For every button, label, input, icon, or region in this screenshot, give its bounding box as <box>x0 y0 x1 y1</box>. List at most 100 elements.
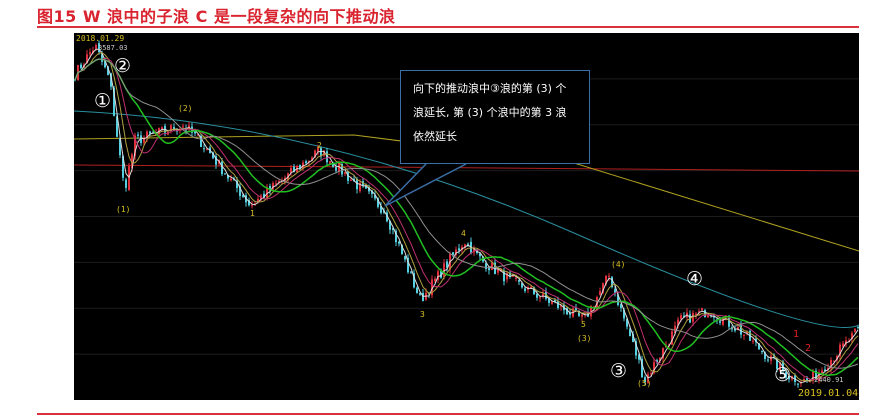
candle-down <box>416 287 418 294</box>
ma-120-cyan <box>74 110 859 328</box>
candle-up <box>662 347 664 359</box>
candle-down <box>113 87 115 116</box>
candle-up <box>455 249 457 255</box>
candle-down <box>119 137 121 156</box>
candle-down <box>806 378 808 381</box>
candle-down <box>368 187 370 192</box>
wave-5-label: ⑤ <box>774 364 792 386</box>
candle-down <box>263 193 265 198</box>
candle-down <box>242 194 244 198</box>
candle-down <box>548 298 550 303</box>
candle-down <box>554 300 556 302</box>
candle-down <box>110 73 112 87</box>
callout-line: 向下的推动浪中③浪的第 (3) 个 <box>413 82 567 95</box>
candle-up <box>701 308 703 311</box>
candle-up <box>674 325 676 334</box>
candle-down <box>392 228 394 231</box>
candle-up <box>473 248 475 253</box>
candle-up <box>608 275 610 277</box>
candle-up <box>431 279 433 296</box>
candle-up <box>170 125 172 131</box>
candle-down <box>719 321 721 323</box>
wave-2-label: ② <box>114 55 132 77</box>
candle-down <box>215 156 217 165</box>
minor-2-label: 2 <box>317 141 322 150</box>
candle-down <box>320 147 322 157</box>
candle-up <box>350 179 352 181</box>
wave-3-label: ③ <box>610 360 628 382</box>
chart-canvas <box>74 40 859 388</box>
candle-down <box>758 343 760 350</box>
candle-down <box>404 256 406 260</box>
candle-down <box>305 161 307 163</box>
candle-up <box>743 334 745 336</box>
candle-up <box>812 371 814 381</box>
candle-up <box>443 263 445 277</box>
candle-down <box>80 64 82 69</box>
candle-down <box>269 185 271 191</box>
candle-down <box>212 152 214 159</box>
candle-down <box>203 148 205 150</box>
candle-down <box>293 166 295 172</box>
rebound-1-label: 1 <box>793 329 800 340</box>
candle-down <box>173 127 175 131</box>
candle-down <box>332 162 334 167</box>
subwave-1-label: (1) <box>116 205 131 214</box>
candle-up <box>680 315 682 319</box>
candle-up <box>506 273 508 280</box>
candle-down <box>728 317 730 327</box>
candle-down <box>641 358 643 378</box>
candle-up <box>131 154 133 169</box>
ma-60 <box>74 58 859 369</box>
candle-up <box>671 331 673 345</box>
candle-down <box>776 358 778 369</box>
wave-1-label: ① <box>94 90 112 112</box>
candle-down <box>299 164 301 169</box>
candle-down <box>410 271 412 273</box>
candle-down <box>635 341 637 356</box>
candle-up <box>590 306 592 317</box>
candle-up <box>143 137 145 143</box>
candle-up <box>677 319 679 326</box>
candle-down <box>401 244 403 255</box>
candle-up <box>437 271 439 280</box>
candle-down <box>638 354 640 360</box>
candle-up <box>278 181 280 183</box>
candle-down <box>521 282 523 288</box>
candle-up <box>779 362 781 371</box>
candle-down <box>518 279 520 282</box>
candle-up <box>206 148 208 151</box>
callout-line: 依然延长 <box>413 130 457 143</box>
candle-down <box>200 135 202 148</box>
candle-up <box>581 314 583 317</box>
candle-up <box>434 278 436 282</box>
candle-up <box>599 291 601 295</box>
candle-down <box>611 277 613 288</box>
ma-30 <box>74 58 859 377</box>
candle-down <box>194 130 196 134</box>
candle-down <box>140 135 142 143</box>
candle-down <box>221 161 223 175</box>
candle-up <box>497 269 499 273</box>
candle-up <box>830 360 832 369</box>
candle-down <box>227 174 229 179</box>
candle-up <box>359 182 361 192</box>
candle-up <box>515 277 517 279</box>
candle-down <box>356 178 358 190</box>
minor-1-label: 1 <box>250 209 255 218</box>
subwave-3-label: (3) <box>577 334 592 343</box>
candle-down <box>656 360 658 363</box>
candle-up <box>344 172 346 174</box>
candle-up <box>230 178 232 181</box>
candle-down <box>335 167 337 171</box>
candle-down <box>413 273 415 288</box>
candle-up <box>197 134 199 136</box>
candle-down <box>857 327 859 329</box>
candle-up <box>128 166 130 191</box>
candle-down <box>683 315 685 317</box>
candle-up <box>86 54 88 64</box>
candle-up <box>266 187 268 198</box>
candle-up <box>317 147 319 153</box>
subwave-4-label: (4) <box>611 260 626 269</box>
ma-long-red <box>74 164 859 172</box>
